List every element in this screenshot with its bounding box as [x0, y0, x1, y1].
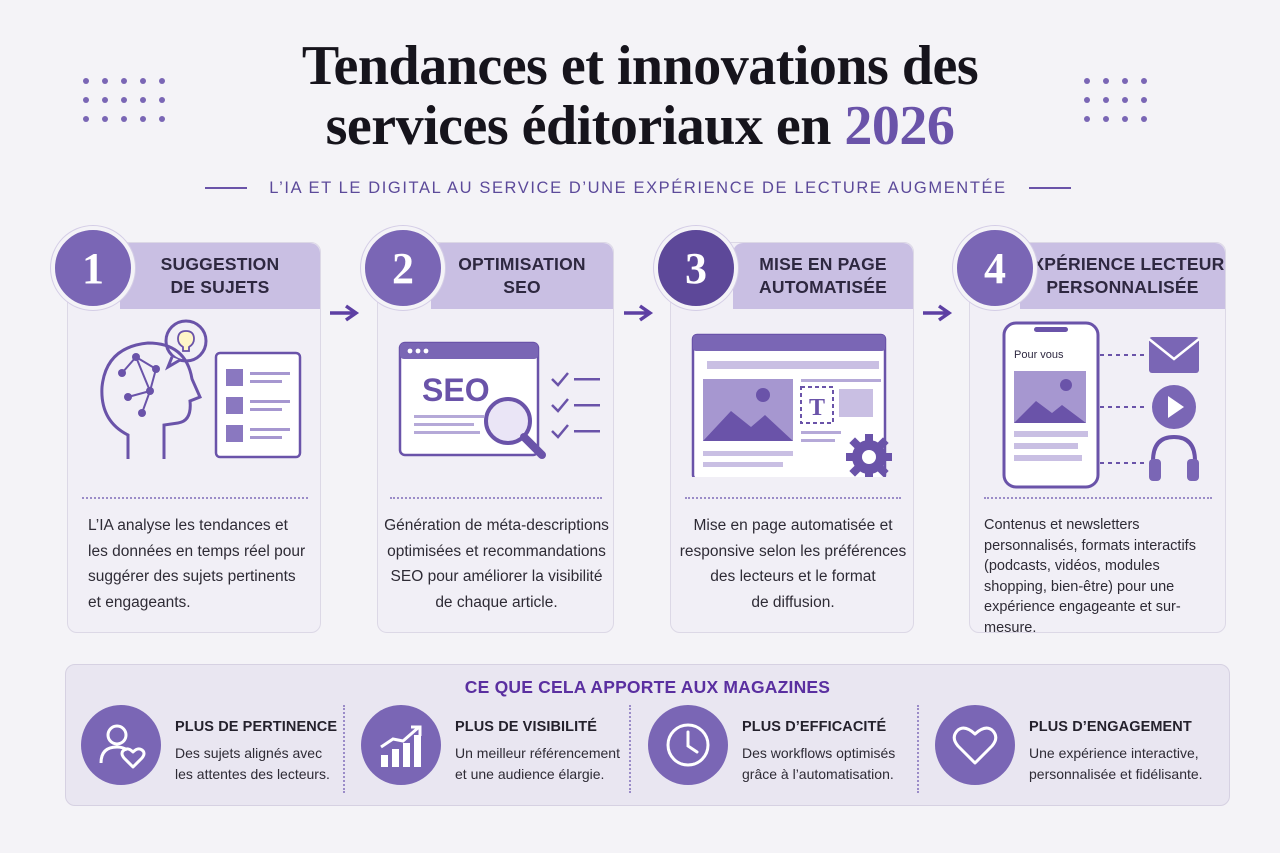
title-line-2-text: services éditoriaux en — [325, 95, 832, 157]
step-3-desc-line-4: de diffusion. — [751, 593, 835, 611]
benefit-4-line-2: personnalisée et fidélisante. — [1029, 766, 1203, 782]
step-card-2: OPTIMISATION SEO 2 SEO Génération de méta… — [361, 226, 614, 633]
subtitle: L’IA ET LE DIGITAL AU SERVICE D’UNE EXPÉ… — [269, 178, 1007, 197]
step-3-desc-line-1: Mise en page automatisée et — [693, 517, 893, 534]
step-2-desc-line-3: SEO pour améliorer la visibilité — [390, 568, 603, 585]
subtitle-row: L’IA ET LE DIGITAL AU SERVICE D’UNE EXPÉ… — [205, 178, 1071, 198]
step-4-desc-line-5: expérience engageante et sur-mesure. — [984, 599, 1181, 636]
benefit-4-line-1: Une expérience interactive, — [1029, 745, 1199, 761]
phone-for-you-label: Pour vous — [1014, 349, 1064, 361]
step-2-desc-line-1: Génération de méta-descriptions — [384, 517, 609, 534]
ai-brain-illustration — [100, 319, 302, 459]
step-2-header: OPTIMISATION SEO — [431, 243, 613, 309]
benefit-2-heading: PLUS DE VISIBILITÉ — [455, 719, 597, 735]
benefit-3-line-1: Des workflows optimisés — [742, 745, 896, 761]
step-2-description: Génération de méta-descriptions optimisé… — [380, 513, 613, 615]
step-4-number-badge: 4 — [953, 226, 1037, 310]
clock-icon — [648, 705, 728, 785]
benefit-efficacite: PLUS D’EFFICACITÉ Des workflows optimisé… — [648, 703, 910, 793]
step-card-1: SUGGESTION DE SUJETS 1 L’IA analyse les t… — [51, 226, 321, 633]
growth-chart-icon — [361, 705, 441, 785]
step-1-desc-line-4: et engageants. — [88, 593, 191, 611]
step-1-desc-line-2: les données en temps réel pour — [88, 542, 306, 560]
step-card-4: EXPÉRIENCE LECTEUR PERSONNALISÉE 4 Pour v… — [953, 226, 1226, 636]
arrow-right-icon — [923, 304, 953, 322]
step-3-description: Mise en page automatisée et responsive s… — [675, 513, 911, 615]
step-4-desc-line-4: shopping, bien-être) pour une — [984, 578, 1175, 595]
benefit-3-text: Des workflows optimisés grâce à l’automa… — [742, 743, 895, 785]
step-2-title-line-1: OPTIMISATION — [458, 254, 586, 274]
step-3-header: MISE EN PAGE AUTOMATISÉE — [733, 243, 913, 309]
step-3-title-line-1: MISE EN PAGE — [759, 254, 887, 274]
benefit-2-line-2: et une audience élargie. — [455, 766, 605, 782]
benefits-panel: CE QUE CELA APPORTE AUX MAGAZINES PLUS D… — [65, 664, 1230, 806]
benefit-3-line-2: grâce à l’automatisation. — [742, 766, 894, 782]
step-4-title-line-1: EXPÉRIENCE LECTEUR — [1020, 254, 1225, 274]
seo-browser-illustration: SEO — [398, 341, 600, 459]
arrow-right-icon — [624, 304, 654, 322]
step-4-header: EXPÉRIENCE LECTEUR PERSONNALISÉE — [1020, 243, 1225, 309]
benefit-1-line-2: les attentes des lecteurs. — [175, 766, 330, 782]
step-3-title-line-2: AUTOMATISÉE — [759, 277, 887, 297]
user-heart-icon — [81, 705, 161, 785]
step-1-desc-line-3: suggérer des sujets pertinents — [88, 568, 296, 585]
step-2-number-badge: 2 — [361, 226, 445, 310]
benefit-2-text: Un meilleur référencement et une audienc… — [455, 743, 620, 785]
step-3-separator — [685, 497, 901, 499]
page-title: Tendances et innovations des services éd… — [0, 36, 1280, 156]
step-4-description: Contenus et newsletters personnalisés, f… — [984, 515, 1224, 638]
step-3-desc-line-2: responsive selon les préférences — [679, 542, 907, 560]
step-2-desc-line-2: optimisées et recommandations — [387, 542, 606, 560]
step-1-description: L’IA analyse les tendances et les donnée… — [88, 513, 318, 615]
benefit-pertinence: PLUS DE PERTINENCE Des sujets alignés av… — [81, 703, 343, 793]
step-1-header: SUGGESTION DE SUJETS — [120, 243, 320, 309]
personalized-phone-illustration: Pour vous — [1002, 321, 1200, 489]
benefit-1-line-1: Des sujets alignés avec — [175, 745, 323, 761]
step-3-number-badge: 3 — [654, 226, 738, 310]
decorative-dots-right — [1084, 78, 1147, 122]
layout-illustration: T — [691, 333, 892, 477]
benefit-visibilite: PLUS DE VISIBILITÉ Un meilleur référence… — [361, 703, 623, 793]
benefits-title: CE QUE CELA APPORTE AUX MAGAZINES — [464, 677, 831, 697]
step-1-title-line-1: SUGGESTION — [160, 254, 280, 274]
title-line-2: services éditoriaux en 2026 — [0, 96, 1280, 156]
benefit-divider — [629, 705, 631, 793]
subtitle-rule-right — [1028, 187, 1071, 189]
step-4-desc-line-2: personnalisés, formats interactifs — [984, 537, 1196, 554]
step-2-desc-line-4: de chaque article. — [435, 593, 558, 611]
step-4-desc-line-1: Contenus et newsletters — [984, 517, 1140, 533]
benefit-2-line-1: Un meilleur référencement — [455, 745, 620, 761]
benefit-engagement: PLUS D’ENGAGEMENT Une expérience interac… — [935, 703, 1217, 793]
heart-icon — [935, 705, 1015, 785]
step-1-number-badge: 1 — [51, 226, 135, 310]
step-4-title-line-2: PERSONNALISÉE — [1046, 277, 1199, 297]
subtitle-rule-left — [205, 187, 248, 189]
step-card-3: MISE EN PAGE AUTOMATISÉE 3 T Mise en page… — [654, 226, 914, 633]
step-1-separator — [82, 497, 308, 499]
step-3-desc-line-3: des lecteurs et le format — [710, 568, 876, 585]
title-line-1: Tendances et innovations des — [301, 35, 979, 97]
text-block-glyph: T — [809, 395, 825, 421]
seo-label: SEO — [422, 372, 490, 408]
benefit-4-text: Une expérience interactive, personnalisé… — [1029, 743, 1203, 785]
benefit-1-heading: PLUS DE PERTINENCE — [175, 719, 338, 735]
benefit-4-heading: PLUS D’ENGAGEMENT — [1029, 719, 1192, 735]
step-1-desc-line-1: L’IA analyse les tendances et — [88, 517, 288, 534]
benefit-3-heading: PLUS D’EFFICACITÉ — [742, 719, 887, 735]
arrow-right-icon — [330, 304, 360, 322]
step-4-separator — [984, 497, 1212, 499]
decorative-dots-left — [83, 78, 165, 122]
benefit-divider — [917, 705, 919, 793]
step-4-desc-line-3: (podcasts, vidéos, modules — [984, 558, 1160, 574]
step-1-title-line-2: DE SUJETS — [170, 277, 270, 297]
benefit-divider — [343, 705, 345, 793]
step-2-separator — [390, 497, 602, 499]
benefit-1-text: Des sujets alignés avec les attentes des… — [175, 743, 330, 785]
title-year: 2026 — [844, 95, 955, 157]
step-2-title-line-2: SEO — [503, 277, 541, 297]
